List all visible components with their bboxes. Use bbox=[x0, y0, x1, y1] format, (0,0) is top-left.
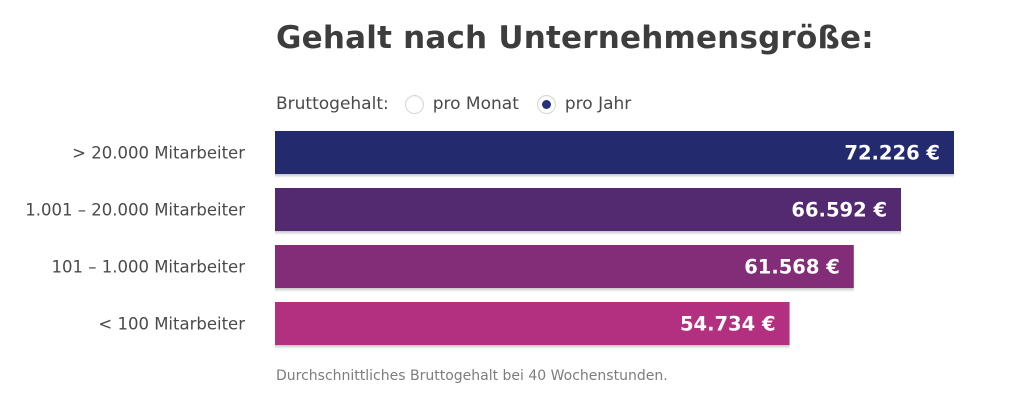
category-label: < 100 Mitarbeiter bbox=[98, 315, 245, 334]
bar-group: > 20.000 Mitarbeiter 72.226 € bbox=[72, 131, 954, 178]
value-label: 66.592 € bbox=[791, 199, 887, 222]
bar bbox=[275, 131, 954, 174]
bar-shadow bbox=[275, 288, 854, 292]
bar-shadow bbox=[275, 174, 954, 178]
bar-group: 1.001 – 20.000 Mitarbeiter 66.592 € bbox=[25, 188, 902, 235]
bar bbox=[275, 188, 902, 231]
bar bbox=[275, 302, 790, 345]
bars-layer: > 20.000 Mitarbeiter 72.226 € 1.001 – 20.0… bbox=[25, 131, 954, 349]
bar-group: 101 – 1.000 Mitarbeiter 61.568 € bbox=[51, 245, 854, 292]
footnote: Durchschnittliches Bruttogehalt bei 40 W… bbox=[276, 368, 668, 384]
toggle-label: Bruttogehalt: bbox=[276, 94, 389, 114]
bar-group: < 100 Mitarbeiter 54.734 € bbox=[98, 302, 790, 349]
radio-button-per-month[interactable] bbox=[404, 94, 424, 114]
category-label: 1.001 – 20.000 Mitarbeiter bbox=[25, 201, 245, 220]
radio-button-per-year[interactable] bbox=[536, 94, 556, 114]
bar-shadow bbox=[275, 345, 790, 349]
chart-title: Gehalt nach Unternehmensgröße: bbox=[276, 20, 874, 56]
value-label: 54.734 € bbox=[680, 313, 776, 336]
radio-label-per-year: pro Jahr bbox=[564, 94, 632, 114]
value-label: 72.226 € bbox=[844, 142, 940, 165]
salary-period-toggle: Bruttogehalt: pro Monat pro Jahr bbox=[276, 92, 649, 116]
radio-option-per-year[interactable]: pro Jahr bbox=[536, 94, 632, 114]
radio-option-per-month[interactable]: pro Monat bbox=[404, 94, 519, 114]
radio-label-per-month: pro Monat bbox=[432, 94, 519, 114]
bar-shadow bbox=[275, 231, 902, 235]
category-label: 101 – 1.000 Mitarbeiter bbox=[51, 258, 245, 277]
category-label: > 20.000 Mitarbeiter bbox=[72, 144, 245, 163]
radio-dot-icon bbox=[541, 99, 551, 109]
bar bbox=[275, 245, 854, 288]
value-label: 61.568 € bbox=[744, 256, 840, 279]
